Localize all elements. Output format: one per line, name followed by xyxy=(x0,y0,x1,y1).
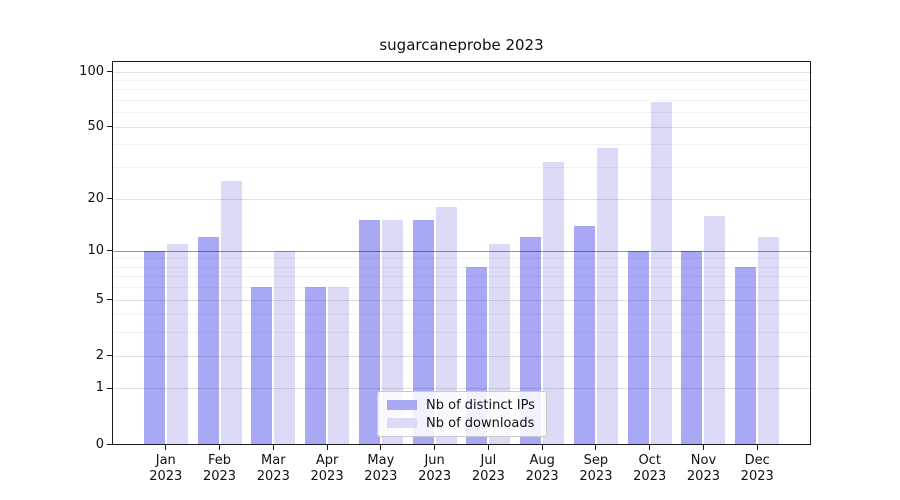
minor-gridline xyxy=(113,167,812,169)
y-tick-mark xyxy=(107,444,112,445)
y-tick-label: 2 xyxy=(95,347,104,363)
x-tick-label: Aug 2023 xyxy=(525,452,559,484)
bar-distinct-ips-oct xyxy=(627,250,649,445)
x-tick-mark xyxy=(595,445,597,450)
x-tick-label: Feb 2023 xyxy=(202,452,237,484)
minor-gridline xyxy=(113,258,812,260)
y-tick-mark xyxy=(107,126,112,128)
x-tick-label: Dec 2023 xyxy=(740,452,774,484)
bar-downloads-jun xyxy=(435,206,457,445)
minor-gridline xyxy=(113,80,812,82)
x-tick-mark xyxy=(272,445,274,450)
x-tick-label: May 2023 xyxy=(364,452,398,484)
y-tick-mark xyxy=(107,250,112,252)
bar-distinct-ips-apr xyxy=(305,287,327,445)
bar-downloads-apr xyxy=(328,287,350,445)
major-gridline xyxy=(113,355,812,357)
bar-distinct-ips-may xyxy=(358,220,380,445)
x-tick-mark xyxy=(434,445,436,450)
x-tick-label: Oct 2023 xyxy=(633,452,667,484)
legend-label-distinct-ips: Nb of distinct IPs xyxy=(426,397,535,413)
major-gridline xyxy=(113,299,812,301)
bar-distinct-ips-feb xyxy=(197,237,219,445)
bar-downloads-may xyxy=(381,220,403,445)
y-tick-mark xyxy=(107,387,112,389)
bar-downloads-oct xyxy=(650,102,672,445)
bar-distinct-ips-jun xyxy=(412,220,434,445)
x-tick-mark xyxy=(541,445,543,450)
x-tick-label: Apr 2023 xyxy=(310,452,344,484)
bar-distinct-ips-mar xyxy=(251,287,273,445)
x-tick-label: Jun 2023 xyxy=(418,452,452,484)
minor-gridline xyxy=(113,332,812,334)
bar-downloads-aug xyxy=(543,161,565,445)
y-tick-label: 10 xyxy=(87,242,104,258)
x-tick-mark xyxy=(380,445,382,450)
x-tick-mark xyxy=(487,445,489,450)
bar-distinct-ips-nov xyxy=(681,250,703,445)
x-tick-label: Nov 2023 xyxy=(686,452,720,484)
minor-gridline xyxy=(113,266,812,268)
minor-gridline xyxy=(113,144,812,146)
x-tick-mark xyxy=(702,445,704,450)
y-tick-mark xyxy=(107,355,112,357)
major-gridline xyxy=(113,198,812,200)
x-tick-label: Mar 2023 xyxy=(256,452,290,484)
major-gridline xyxy=(113,250,812,252)
legend-item-distinct-ips: Nb of distinct IPs xyxy=(387,398,546,413)
y-tick-label: 100 xyxy=(79,63,104,79)
bar-distinct-ips-jan xyxy=(143,250,165,445)
legend-swatch-downloads xyxy=(387,418,417,428)
bar-downloads-jan xyxy=(166,243,188,445)
minor-gridline xyxy=(113,100,812,102)
major-gridline xyxy=(113,71,812,73)
legend-label-downloads: Nb of downloads xyxy=(426,415,535,431)
y-tick-label: 50 xyxy=(87,118,104,134)
x-tick-mark xyxy=(165,445,167,450)
y-tick-mark xyxy=(107,299,112,301)
bar-distinct-ips-dec xyxy=(735,266,757,445)
y-tick-label: 20 xyxy=(87,190,104,206)
minor-gridline xyxy=(113,287,812,289)
bar-downloads-feb xyxy=(220,181,242,445)
bar-distinct-ips-sep xyxy=(573,225,595,445)
x-tick-label: Sep 2023 xyxy=(579,452,613,484)
y-tick-mark xyxy=(107,71,112,73)
x-tick-label: Jul 2023 xyxy=(471,452,505,484)
legend-item-downloads: Nb of downloads xyxy=(387,416,546,431)
minor-gridline xyxy=(113,276,812,278)
major-gridline xyxy=(113,126,812,128)
minor-gridline xyxy=(113,89,812,91)
x-tick-mark xyxy=(219,445,221,450)
bar-downloads-dec xyxy=(758,237,780,445)
legend: Nb of distinct IPs Nb of downloads xyxy=(377,391,547,437)
reference-line xyxy=(113,250,812,252)
plot-area xyxy=(112,61,812,445)
x-tick-label: Jan 2023 xyxy=(149,452,183,484)
x-tick-mark xyxy=(756,445,758,450)
y-tick-mark xyxy=(107,198,112,199)
bar-downloads-mar xyxy=(274,250,296,445)
y-tick-label: 5 xyxy=(95,291,104,307)
minor-gridline xyxy=(113,314,812,316)
major-gridline xyxy=(113,388,812,390)
x-tick-mark xyxy=(649,445,651,450)
legend-swatch-distinct-ips xyxy=(387,400,417,410)
bar-downloads-nov xyxy=(704,215,726,445)
x-tick-mark xyxy=(326,445,328,450)
y-tick-label: 1 xyxy=(95,380,104,396)
chart-title: sugarcaneprobe 2023 xyxy=(379,36,544,54)
y-tick-label: 0 xyxy=(95,436,104,452)
minor-gridline xyxy=(113,112,812,114)
bar-downloads-sep xyxy=(596,148,618,445)
